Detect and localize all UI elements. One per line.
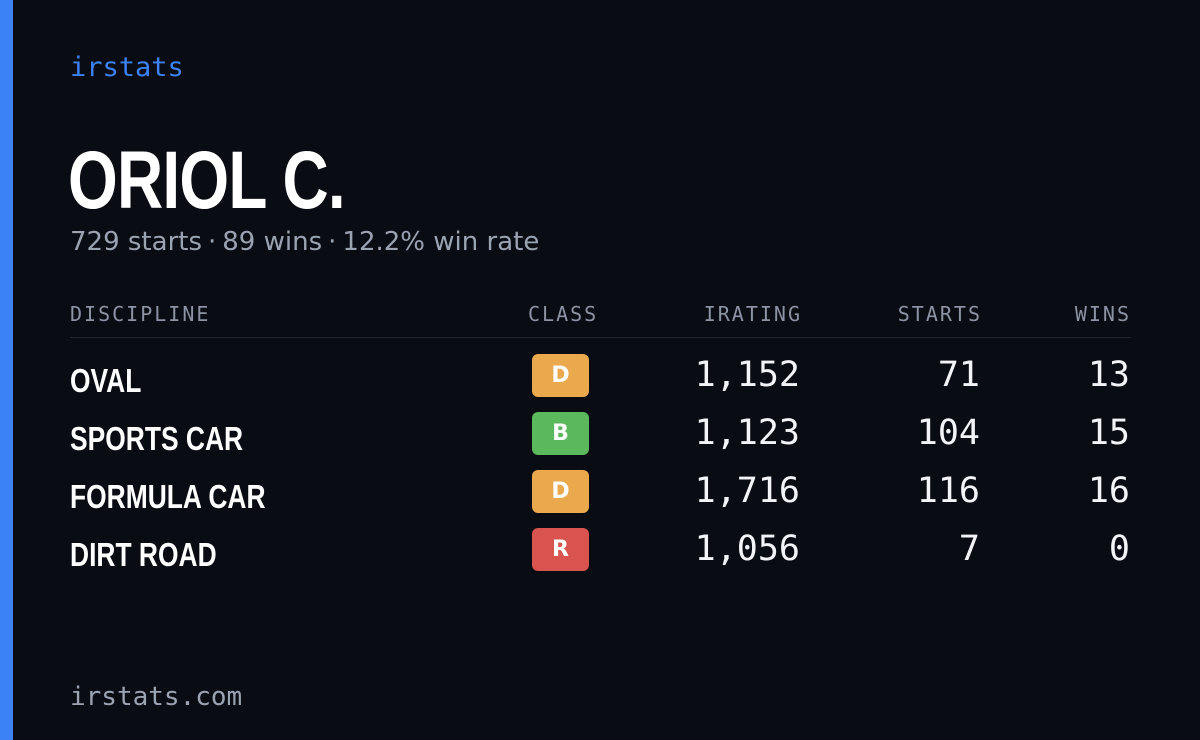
starts-value: 116 [916, 471, 980, 511]
table-row: DIRT ROAD R 1,056 7 0 [70, 528, 1131, 586]
summary-separator: · [208, 227, 217, 257]
summary-starts: 729 starts [70, 227, 202, 257]
starts-value: 7 [958, 529, 980, 569]
summary-win-rate: 12.2% win rate [342, 227, 540, 257]
class-badge: D [532, 470, 589, 513]
driver-summary: 729 starts · 89 wins · 12.2% win rate [70, 229, 539, 255]
irating-value: 1,123 [694, 413, 800, 453]
table-row: OVAL D 1,152 71 13 [70, 354, 1131, 412]
header-irating: IRATING [703, 302, 802, 326]
class-badge: B [532, 412, 589, 455]
discipline-label: OVAL [70, 362, 142, 399]
wins-value: 15 [1087, 413, 1130, 453]
summary-wins: 89 wins [222, 227, 323, 257]
class-badge: D [532, 354, 589, 397]
starts-value: 104 [916, 413, 980, 453]
discipline-label: SPORTS CAR [70, 420, 244, 457]
driver-name: ORIOL C. [68, 135, 346, 226]
summary-separator: · [328, 227, 337, 257]
table-row: SPORTS CAR B 1,123 104 15 [70, 412, 1131, 470]
footer-url[interactable]: irstats.com [70, 682, 243, 712]
starts-value: 71 [937, 355, 980, 395]
header-class: CLASS [528, 302, 599, 326]
class-badge: R [532, 528, 589, 571]
table-header: DISCIPLINE CLASS IRATING STARTS WINS [70, 300, 1131, 338]
irating-value: 1,056 [694, 529, 800, 569]
header-discipline: DISCIPLINE [70, 302, 211, 326]
discipline-label: FORMULA CAR [70, 478, 266, 515]
irating-value: 1,152 [694, 355, 800, 395]
wins-value: 13 [1087, 355, 1130, 395]
header-wins: WINS [1074, 302, 1131, 326]
irating-value: 1,716 [694, 471, 800, 511]
discipline-label: DIRT ROAD [70, 536, 217, 573]
brand-logo: irstats [70, 52, 184, 83]
header-starts: STARTS [897, 302, 982, 326]
wins-value: 0 [1108, 529, 1130, 569]
table-row: FORMULA CAR D 1,716 116 16 [70, 470, 1131, 528]
wins-value: 16 [1087, 471, 1130, 511]
accent-bar [0, 0, 13, 740]
